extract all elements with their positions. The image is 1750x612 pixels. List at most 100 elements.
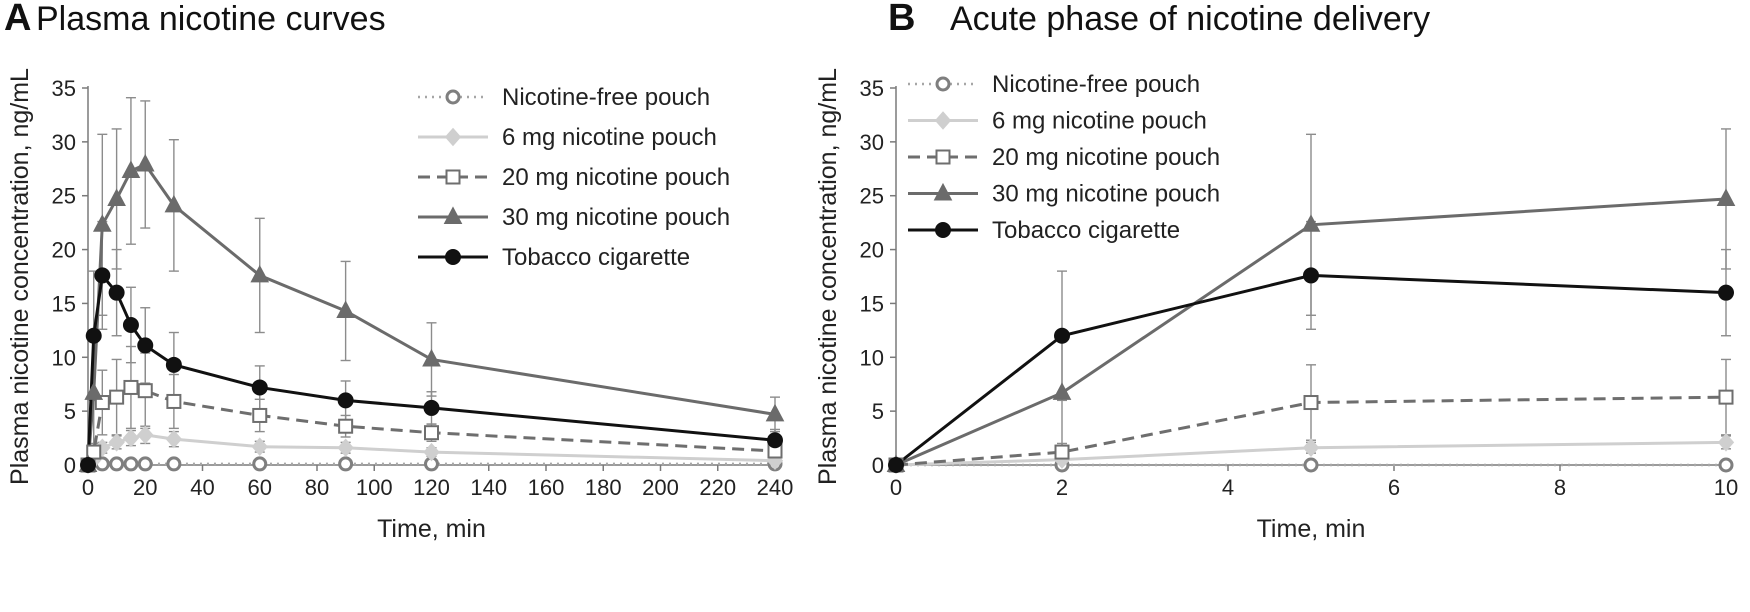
legend-swatch-marker [934, 111, 952, 130]
data-point [336, 300, 355, 318]
data-point [121, 160, 141, 178]
y-tick-label: 0 [872, 453, 884, 478]
data-point [888, 457, 904, 473]
series-line [895, 440, 1727, 467]
y-axis-title: Plasma nicotine concentration, ng/mL [814, 68, 842, 485]
data-point [1303, 267, 1319, 284]
data-point [122, 316, 139, 333]
x-tick-label: 180 [585, 475, 622, 500]
panel-b-title: Acute phase of nicotine delivery [950, 0, 1430, 38]
series-group [1057, 435, 1731, 464]
y-tick-label: 5 [64, 399, 76, 424]
legend-label: 20 mg nicotine pouch [992, 144, 1220, 171]
y-tick-label: 35 [860, 76, 884, 101]
y-tick-label: 15 [52, 291, 76, 316]
x-tick-label: 100 [356, 475, 393, 500]
data-point [86, 444, 102, 460]
legend-swatch-marker [445, 169, 461, 185]
x-axis-title: Time, min [377, 515, 486, 543]
legend-swatch-marker [935, 76, 951, 92]
data-point [1718, 457, 1734, 473]
x-tick-label: 0 [890, 475, 902, 500]
data-point [1054, 327, 1070, 344]
y-tick-label: 30 [52, 130, 76, 155]
data-point [1052, 382, 1072, 400]
data-point [1716, 188, 1736, 206]
data-point [108, 433, 125, 452]
data-point [338, 456, 354, 472]
y-tick-label: 0 [64, 453, 76, 478]
data-point [166, 456, 182, 472]
legend-label: 30 mg nicotine pouch [992, 181, 1220, 208]
data-point [107, 188, 126, 206]
x-tick-label: 2 [1056, 475, 1068, 500]
data-point [85, 327, 102, 344]
y-tick-label: 15 [860, 291, 884, 316]
data-point [166, 393, 182, 409]
data-point [423, 442, 440, 462]
data-point [165, 356, 182, 373]
data-point [424, 425, 439, 441]
x-tick-label: 60 [248, 475, 272, 500]
legend-swatch-marker [443, 206, 463, 224]
legend-swatch-marker [444, 127, 462, 147]
y-tick-label: 25 [52, 184, 76, 209]
x-tick-label: 0 [82, 475, 94, 500]
data-point [1302, 438, 1320, 458]
data-point [137, 337, 154, 354]
data-point [337, 438, 354, 458]
x-tick-label: 120 [413, 475, 450, 500]
data-point [252, 407, 268, 423]
x-tick-label: 80 [305, 475, 329, 500]
panel-b-chart: 0 5 10 15 20 25 30 35 0 2 4 6 8 10 Time, min Plasma nic… [814, 68, 1738, 543]
data-point [251, 437, 268, 456]
data-point [123, 456, 139, 472]
data-point [1718, 284, 1734, 301]
x-axis-title: Time, min [1257, 515, 1366, 543]
data-point [767, 432, 783, 449]
data-point [337, 392, 354, 409]
data-point [135, 153, 155, 172]
data-point [1054, 444, 1070, 460]
y-tick-label: 20 [860, 238, 884, 263]
data-point [94, 267, 111, 284]
x-tick-label: 220 [699, 475, 736, 500]
data-point [108, 284, 125, 301]
x-tick-label: 6 [1388, 475, 1400, 500]
data-point [165, 429, 183, 449]
legend-label: Tobacco cigarette [502, 244, 690, 271]
x-tick-label: 160 [528, 475, 565, 500]
legend-swatch-marker [935, 222, 951, 238]
legend-label: Nicotine-free pouch [502, 84, 710, 111]
data-point [123, 379, 139, 395]
legend-swatch-marker [445, 249, 461, 265]
panel-a-letter: A [4, 0, 31, 39]
y-tick-label: 25 [860, 184, 884, 209]
x-tick-label: 4 [1222, 475, 1234, 500]
data-point [1718, 389, 1734, 405]
y-axis-title: Plasma nicotine concentration, ng/mL [6, 68, 34, 485]
data-point [1301, 214, 1321, 232]
data-point [1303, 457, 1319, 473]
data-point [137, 425, 154, 445]
data-point [1303, 395, 1319, 411]
y-tick-label: 30 [860, 130, 884, 155]
data-point [251, 379, 268, 396]
x-tick-label: 40 [190, 475, 214, 500]
panel-b-letter: B [888, 0, 915, 39]
y-tick-label: 20 [52, 238, 76, 263]
y-tick-label: 10 [860, 345, 884, 370]
x-tick-label: 20 [133, 475, 157, 500]
data-point [1717, 433, 1735, 452]
panel-a-chart: 0 5 10 15 20 25 30 35 0 20 40 60 80 100 120 140 160 180 20… [6, 68, 793, 543]
x-tick-label: 140 [470, 475, 507, 500]
data-point [252, 456, 268, 472]
data-point [250, 264, 270, 283]
legend-label: 6 mg nicotine pouch [502, 124, 717, 151]
data-point [422, 348, 441, 367]
data-point [122, 428, 140, 448]
legend-label: Tobacco cigarette [992, 217, 1180, 244]
y-tick-label: 10 [52, 345, 76, 370]
data-point [423, 399, 440, 416]
